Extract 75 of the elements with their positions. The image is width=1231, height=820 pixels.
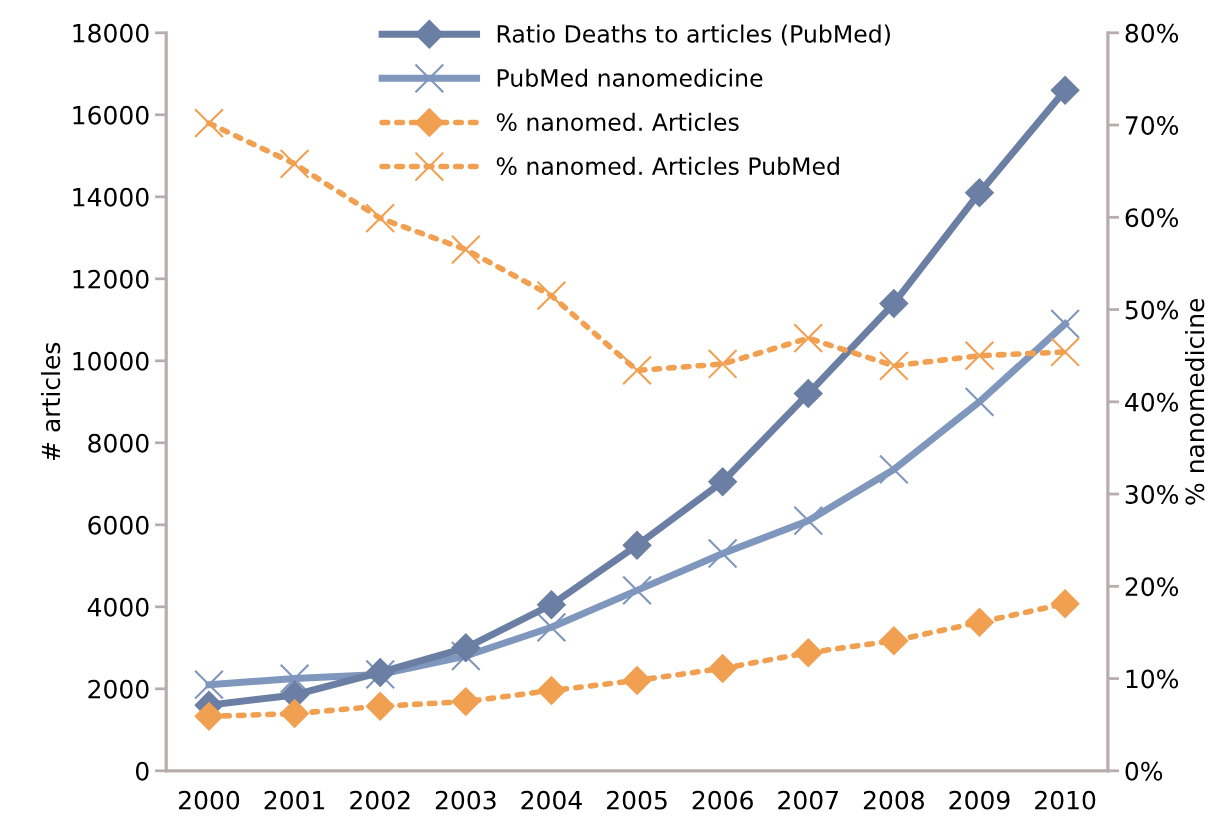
y2-axis-title: % nanomedicine <box>1184 298 1205 505</box>
point <box>536 590 566 620</box>
y-tick-label: 4000 <box>87 597 149 617</box>
y-tick-label: 12000 <box>73 269 149 289</box>
y2-tick-label: 30% <box>1125 484 1179 504</box>
point <box>280 699 310 729</box>
y-tick-label: 10000 <box>73 351 149 371</box>
point <box>194 669 224 700</box>
y2-tick-label: 50% <box>1125 300 1179 320</box>
point <box>1050 589 1080 619</box>
point <box>536 612 567 643</box>
y2-tick-label: 20% <box>1125 577 1179 597</box>
y-tick-label: 6000 <box>88 515 149 535</box>
legend-label: % nanomed. Articles PubMed <box>496 156 839 176</box>
point <box>965 607 994 637</box>
point <box>707 349 738 379</box>
x-tick-label: 2004 <box>521 790 582 810</box>
x-tick-label: 2001 <box>264 790 325 810</box>
y-tick-label: 18000 <box>73 23 149 43</box>
x-tick-label: 2007 <box>778 790 838 810</box>
point <box>793 323 824 354</box>
legend-label: % nanomed. Articles <box>496 112 739 132</box>
y2-tick-label: 10% <box>1126 669 1179 689</box>
point <box>707 538 738 569</box>
y2-tick-label: 40% <box>1125 392 1179 412</box>
point <box>450 234 481 265</box>
x-tick-label: 2008 <box>863 790 924 810</box>
point <box>536 280 567 311</box>
y-tick-label: 8000 <box>88 433 149 453</box>
point <box>451 633 481 663</box>
point <box>279 148 310 179</box>
y2-tick-label: 60% <box>1125 208 1179 228</box>
point <box>879 288 909 318</box>
point <box>964 340 995 371</box>
legend-label: Ratio Deaths to articles (PubMed) <box>497 24 890 46</box>
point <box>194 108 224 139</box>
point <box>793 379 823 409</box>
x-tick-label: 2009 <box>949 790 1010 810</box>
point <box>194 701 224 731</box>
y2-tick-label: 70% <box>1125 115 1179 135</box>
y-tick-label: 2000 <box>88 679 149 699</box>
point <box>1050 308 1081 339</box>
point <box>793 505 824 536</box>
point <box>622 575 652 606</box>
y2-tick-label: 0% <box>1125 761 1163 781</box>
x-tick-label: 2010 <box>1035 790 1096 810</box>
y-tick-label: 16000 <box>73 105 149 125</box>
legend-label: PubMed nanomedicine <box>497 68 763 87</box>
y2-tick-label: 80% <box>1125 23 1179 43</box>
point <box>1050 75 1080 105</box>
point <box>365 203 396 234</box>
y-axis-title: # articles <box>40 342 61 461</box>
point <box>279 663 310 694</box>
y-tick-label: 14000 <box>73 187 149 207</box>
point <box>708 653 738 683</box>
point <box>708 467 738 497</box>
point <box>879 626 909 656</box>
point <box>622 530 652 560</box>
x-tick-label: 2003 <box>435 790 496 810</box>
point <box>622 665 652 695</box>
point <box>1050 337 1081 367</box>
x-tick-label: 2005 <box>607 790 667 810</box>
x-tick-label: 2000 <box>179 790 240 810</box>
x-tick-label: 2006 <box>692 790 753 810</box>
point <box>622 355 652 386</box>
point <box>965 178 994 208</box>
point <box>793 638 823 668</box>
point <box>878 454 909 485</box>
point <box>964 386 995 417</box>
point <box>878 350 909 381</box>
point <box>451 687 481 717</box>
x-tick-label: 2002 <box>350 790 410 810</box>
point <box>536 676 566 705</box>
point <box>365 691 395 721</box>
y-tick-label: 0 <box>135 761 149 781</box>
